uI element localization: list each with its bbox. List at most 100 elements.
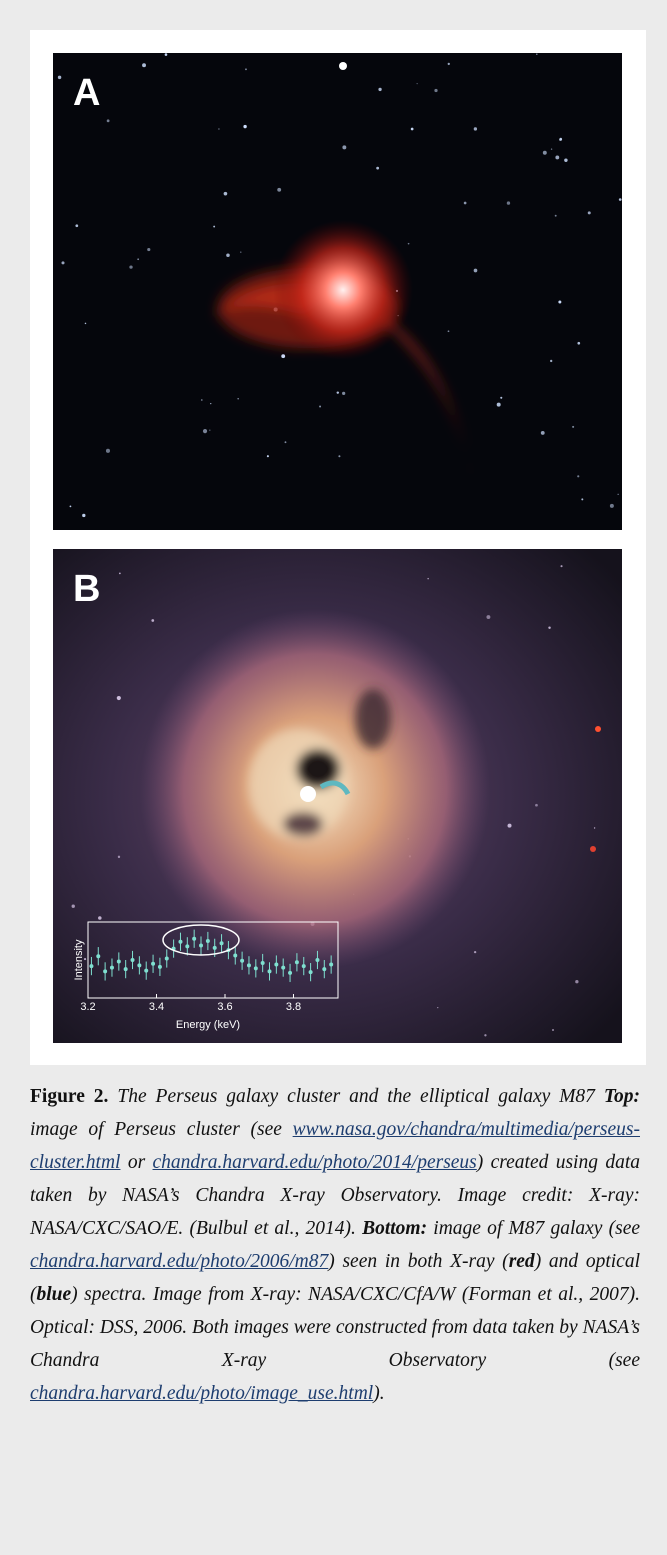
link[interactable]: chandra.harvard.edu/photo/2014/perseus [152, 1152, 477, 1173]
star [342, 145, 347, 150]
caption-text: Bottom: [362, 1218, 428, 1239]
star [209, 429, 211, 431]
star [550, 148, 553, 150]
x-tick-label: 3.4 [149, 1001, 164, 1013]
star [496, 402, 501, 407]
panel-label: B [73, 568, 100, 610]
star [338, 455, 341, 458]
star [105, 448, 110, 453]
star [61, 261, 65, 265]
star [342, 391, 346, 395]
star [577, 475, 580, 478]
star [84, 322, 87, 325]
star [57, 75, 62, 80]
caption-text: ). [373, 1383, 385, 1404]
star [609, 503, 614, 508]
data-point [137, 963, 142, 968]
data-point [89, 964, 94, 969]
caption-text: ) spectra. Image from X-ray: NASA/CXC/Cf… [30, 1284, 641, 1371]
caption-text: blue [36, 1284, 72, 1305]
star [572, 425, 575, 428]
star [473, 268, 478, 273]
star [555, 155, 560, 160]
inset-frame [87, 921, 339, 999]
star [339, 62, 347, 70]
star [536, 53, 538, 55]
link[interactable]: chandra.harvard.edu/photo/2006/m87 [30, 1251, 329, 1272]
star [218, 128, 220, 130]
star [587, 211, 591, 215]
data-point [109, 965, 114, 970]
caption-text: ) and optical ( [30, 1251, 641, 1305]
star [226, 253, 230, 258]
x-axis-label: Energy (keV) [176, 1019, 240, 1031]
star [486, 615, 491, 620]
star [542, 150, 547, 155]
data-point [274, 962, 279, 967]
star [71, 904, 75, 908]
data-point [116, 959, 121, 964]
data-point [192, 936, 197, 941]
data-point [240, 958, 245, 963]
star [554, 214, 557, 217]
star [506, 201, 511, 205]
star [281, 354, 286, 359]
star [427, 577, 429, 580]
data-point [281, 965, 286, 970]
star [137, 258, 140, 261]
star [410, 127, 414, 131]
data-point [294, 960, 299, 965]
data-point [178, 939, 183, 944]
star [201, 399, 203, 401]
star [243, 124, 247, 129]
star [473, 950, 477, 954]
star [147, 247, 151, 252]
star [223, 191, 228, 196]
star [319, 405, 322, 408]
star [378, 87, 382, 92]
caption-text: The Perseus galaxy cluster and the ellip… [108, 1086, 604, 1107]
x-tick-label: 3.6 [217, 1001, 232, 1013]
data-point [288, 970, 293, 975]
data-point [157, 964, 162, 969]
data-point [212, 945, 217, 950]
star [535, 803, 538, 807]
data-point [199, 943, 204, 948]
star [142, 63, 146, 68]
data-point [308, 970, 313, 975]
star [117, 855, 121, 859]
star [237, 398, 239, 400]
data-point [219, 941, 224, 946]
data-point [151, 961, 156, 966]
star [416, 83, 418, 85]
link[interactable]: www.nasa.gov/chandra/multimedia/perseus-… [30, 1119, 640, 1173]
data-point [260, 961, 265, 966]
star [240, 251, 242, 253]
data-point [315, 958, 320, 962]
star [202, 429, 208, 434]
star [118, 572, 121, 575]
star [552, 1028, 554, 1031]
star [98, 916, 102, 920]
caption-text: image of Perseus cluster (see [30, 1119, 293, 1140]
star [210, 403, 212, 405]
star [617, 493, 619, 495]
data-point [164, 956, 169, 961]
star [284, 441, 287, 444]
data-point [103, 969, 108, 974]
star [266, 455, 269, 458]
caption-text: or [120, 1152, 153, 1173]
data-point [123, 967, 128, 972]
x-tick-label: 3.8 [286, 1001, 301, 1013]
link[interactable]: chandra.harvard.edu/photo/image_use.html [30, 1383, 374, 1404]
data-point [130, 958, 135, 962]
data-point [253, 966, 258, 971]
x-tick-label: 3.2 [80, 1001, 95, 1013]
star [550, 359, 553, 363]
star [575, 980, 579, 984]
star [564, 158, 568, 162]
star [69, 505, 72, 508]
star [434, 88, 438, 93]
data-point [205, 939, 210, 943]
